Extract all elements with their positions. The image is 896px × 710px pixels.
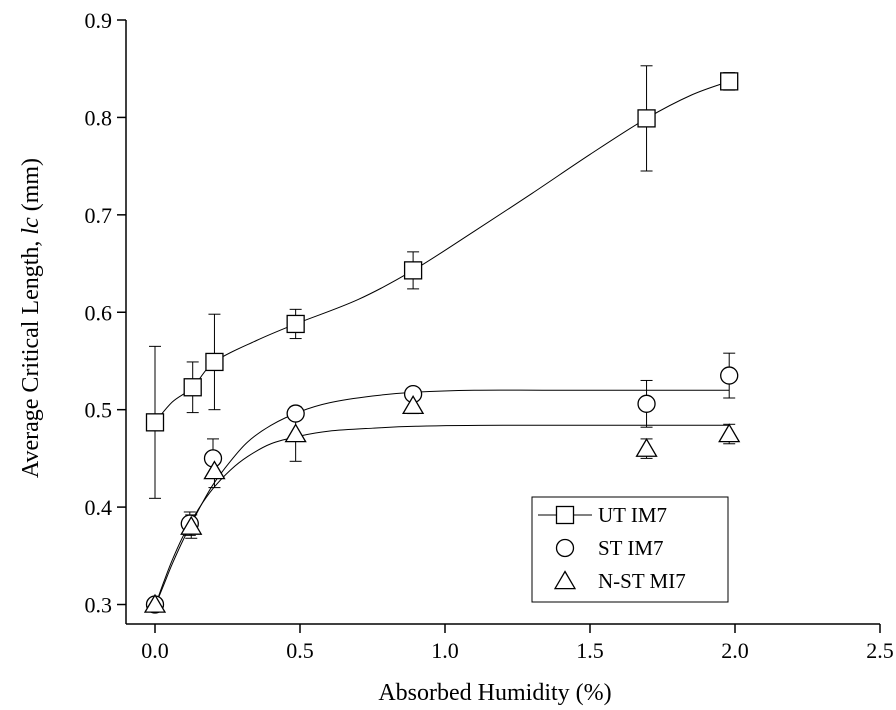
point-ut-im7 [720,72,739,91]
y-tick-label: 0.4 [85,495,113,520]
point-st-im7 [720,366,739,385]
point-n-st-mi7 [635,437,658,457]
y-axis-label-prefix: Average Critical Length, [18,235,44,478]
axes [117,19,881,633]
y-tick-label: 0.8 [85,105,113,130]
legend: UT IM7 ST IM7 N-ST MI7 [531,496,729,603]
point-ut-im7 [286,314,305,334]
x-tick-label: 1.5 [576,638,604,663]
point-ut-im7 [183,378,202,397]
y-tick-label: 0.7 [85,203,113,228]
x-tick-label: 0.5 [286,638,314,663]
legend-label-st-im7: ST IM7 [598,536,664,560]
y-axis-label-symbol: lc [18,217,44,235]
legend-label-ut-im7: UT IM7 [598,503,667,527]
legend-marker-ut-im7 [555,505,575,525]
point-st-im7 [637,394,656,413]
point-n-st-mi7 [718,423,741,443]
y-axis-label-unit: (mm) [18,158,44,217]
x-tick-label: 2.5 [866,638,894,663]
x-axis-label: Absorbed Humidity (%) [378,680,611,706]
error-bars [149,65,736,539]
point-n-st-mi7 [203,460,226,480]
x-tick-label: 2.0 [721,638,749,663]
point-ut-im7 [205,352,224,372]
y-tick-label: 0.3 [85,593,113,618]
legend-marker-n-st-mi7 [553,570,577,590]
x-tick-label: 1.0 [431,638,459,663]
point-n-st-mi7 [401,394,425,415]
point-n-st-mi7 [180,515,203,535]
tick-labels: 0.3 0.4 0.5 0.6 0.7 0.8 0.9 0.0 0.5 1.0 1.5 2.0 2.5 [85,8,894,663]
fit-curve-n-st-mi7 [154,424,730,607]
point-n-st-mi7 [143,593,167,613]
y-tick-label: 0.5 [85,398,113,423]
point-ut-im7 [403,261,423,280]
fit-curve-ut-im7 [154,80,730,423]
legend-marker-st-im7 [555,538,575,558]
x-tick-label: 0.0 [141,638,169,663]
point-ut-im7 [637,109,656,128]
y-tick-label: 0.6 [85,300,113,325]
point-st-im7 [286,404,305,423]
point-n-st-mi7 [284,423,307,443]
fit-curve-st-im7 [154,389,730,607]
legend-label-n-st-mi7: N-ST MI7 [598,569,686,593]
y-tick-label: 0.9 [85,8,113,33]
data-markers [143,72,741,614]
y-axis-label: Average Critical Length, lc (mm) [18,158,44,478]
point-ut-im7 [145,413,165,432]
